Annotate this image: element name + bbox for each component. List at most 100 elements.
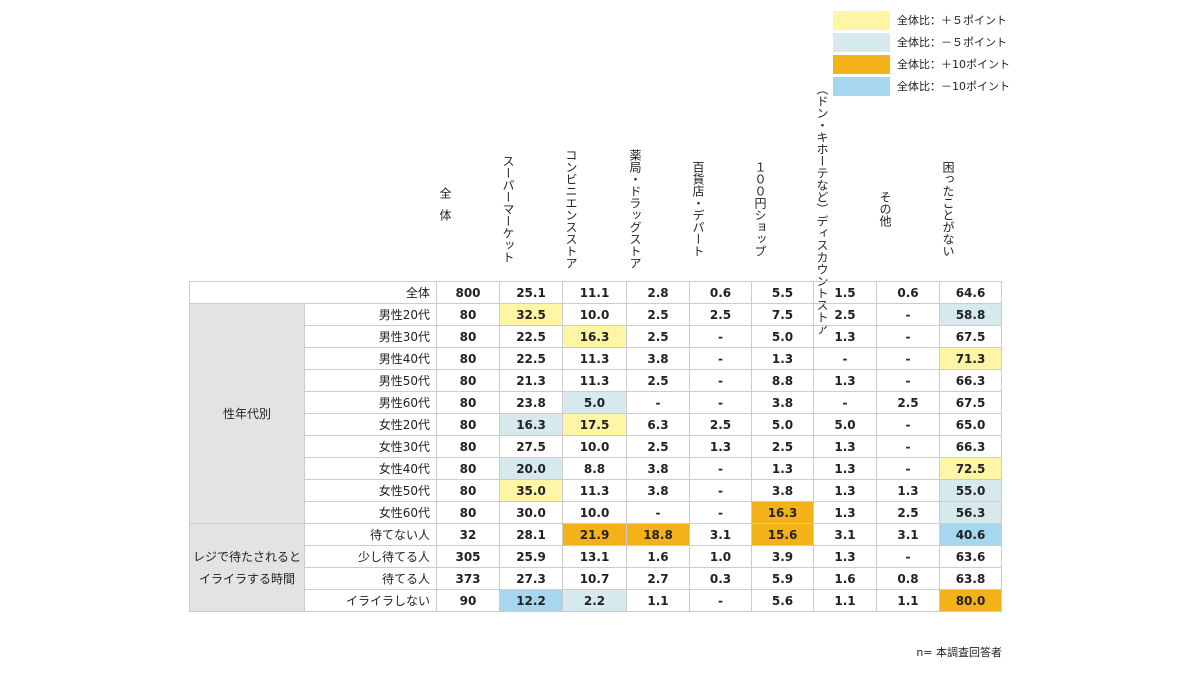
table-cell: 80 <box>436 457 500 480</box>
legend-label: 全体比：－10ポイント <box>897 80 1010 93</box>
group-label-line: レジで待たされると <box>192 549 301 564</box>
row-label: 女性30代 <box>304 435 437 458</box>
table-cell: 1.3 <box>813 501 877 524</box>
column-header-line: コンビニエンスストア <box>564 148 578 269</box>
group-label: 性年代別 <box>189 303 305 524</box>
table-cell: - <box>689 347 752 370</box>
table-cell: 25.9 <box>499 545 563 568</box>
row-label: 男性60代 <box>304 391 437 414</box>
table-cell: 1.3 <box>813 479 877 502</box>
table-cell: - <box>876 369 940 392</box>
table-cell: - <box>813 391 877 414</box>
table-cell: - <box>876 303 940 326</box>
table-cell: 2.8 <box>626 281 690 304</box>
row-label: 女性20代 <box>304 413 437 436</box>
table-cell: 5.9 <box>751 567 814 590</box>
footer-note: n= 本調査回答者 <box>916 646 1002 659</box>
row-label: イライラしない <box>304 589 437 612</box>
table-cell: 1.3 <box>689 435 752 458</box>
table-cell: 5.0 <box>751 413 814 436</box>
table-cell: 21.9 <box>562 523 627 546</box>
table-cell: 2.5 <box>626 303 690 326</box>
legend-swatch <box>833 11 890 30</box>
table-cell: 1.1 <box>626 589 690 612</box>
table-cell: 80 <box>436 347 500 370</box>
table-cell: - <box>876 413 940 436</box>
table-cell: 3.8 <box>751 391 814 414</box>
table-cell: 1.3 <box>813 545 877 568</box>
table-cell: 67.5 <box>939 325 1002 348</box>
table-cell: - <box>626 501 690 524</box>
row-label: 女性60代 <box>304 501 437 524</box>
table-cell: 22.5 <box>499 347 563 370</box>
table-cell: 3.1 <box>689 523 752 546</box>
table-cell: 2.5 <box>626 325 690 348</box>
table-cell: 71.3 <box>939 347 1002 370</box>
table-cell: 3.1 <box>813 523 877 546</box>
table-cell: 800 <box>436 281 500 304</box>
column-header-line: 困ったことがない <box>941 160 955 257</box>
table-cell: 0.6 <box>876 281 940 304</box>
table-cell: 3.8 <box>626 457 690 480</box>
table-cell: 58.8 <box>939 303 1002 326</box>
row-label: 女性50代 <box>304 479 437 502</box>
column-header: コンビニエンスストア <box>563 141 627 276</box>
table-cell: 55.0 <box>939 479 1002 502</box>
legend-label: 全体比：＋５ポイント <box>897 14 1007 27</box>
table-cell: 30.0 <box>499 501 563 524</box>
table-cell: 5.0 <box>751 325 814 348</box>
row-label: 少し待てる人 <box>304 545 437 568</box>
table-cell: 6.3 <box>626 413 690 436</box>
table-cell: 35.0 <box>499 479 563 502</box>
table-cell: 5.5 <box>751 281 814 304</box>
table-cell: - <box>876 347 940 370</box>
legend-label: 全体比：－５ポイント <box>897 36 1007 49</box>
column-header: １００円ショップ <box>752 141 814 276</box>
table-cell: - <box>813 347 877 370</box>
table-cell: 0.8 <box>876 567 940 590</box>
table-cell: 65.0 <box>939 413 1002 436</box>
table-cell: 5.0 <box>813 413 877 436</box>
table-cell: 373 <box>436 567 500 590</box>
legend-swatch <box>833 77 890 96</box>
table-cell: 16.3 <box>562 325 627 348</box>
table-cell: 15.6 <box>751 523 814 546</box>
row-label: 女性40代 <box>304 457 437 480</box>
column-header: ディスカウントストア （ドン・キホーテなど） <box>814 83 877 335</box>
table-cell: 1.5 <box>813 281 877 304</box>
table-cell: 8.8 <box>751 369 814 392</box>
table-cell: 1.3 <box>876 479 940 502</box>
column-header: スーパーマーケット <box>500 141 563 276</box>
row-label: 男性50代 <box>304 369 437 392</box>
group-label: レジで待たされると イライラする時間 <box>189 523 305 612</box>
table-cell: 5.0 <box>562 391 627 414</box>
table-cell: 2.5 <box>689 303 752 326</box>
column-header: 薬局・ドラッグストア <box>627 141 690 276</box>
table-cell: 2.5 <box>751 435 814 458</box>
table-cell: - <box>876 457 940 480</box>
table-cell: - <box>876 545 940 568</box>
table-cell: 32.5 <box>499 303 563 326</box>
table-cell: 11.1 <box>562 281 627 304</box>
table-cell: 27.3 <box>499 567 563 590</box>
row-label: 男性30代 <box>304 325 437 348</box>
legend-swatch <box>833 33 890 52</box>
column-header-line: スーパーマーケット <box>501 154 515 263</box>
column-header: その他 <box>877 141 940 276</box>
column-header-line: 薬局・ドラッグストア <box>628 148 642 269</box>
table-cell: 66.3 <box>939 369 1002 392</box>
table-cell: 10.0 <box>562 303 627 326</box>
table-cell: 63.6 <box>939 545 1002 568</box>
table-cell: 10.0 <box>562 435 627 458</box>
table-cell: 1.3 <box>813 457 877 480</box>
table-cell: 23.8 <box>499 391 563 414</box>
table-cell: 18.8 <box>626 523 690 546</box>
table-cell: 80 <box>436 479 500 502</box>
table-cell: - <box>689 391 752 414</box>
table-cell: 80 <box>436 413 500 436</box>
table-cell: 11.3 <box>562 479 627 502</box>
table-cell: 10.7 <box>562 567 627 590</box>
group-label-line: 性年代別 <box>222 406 271 421</box>
row-label: 待てる人 <box>304 567 437 590</box>
